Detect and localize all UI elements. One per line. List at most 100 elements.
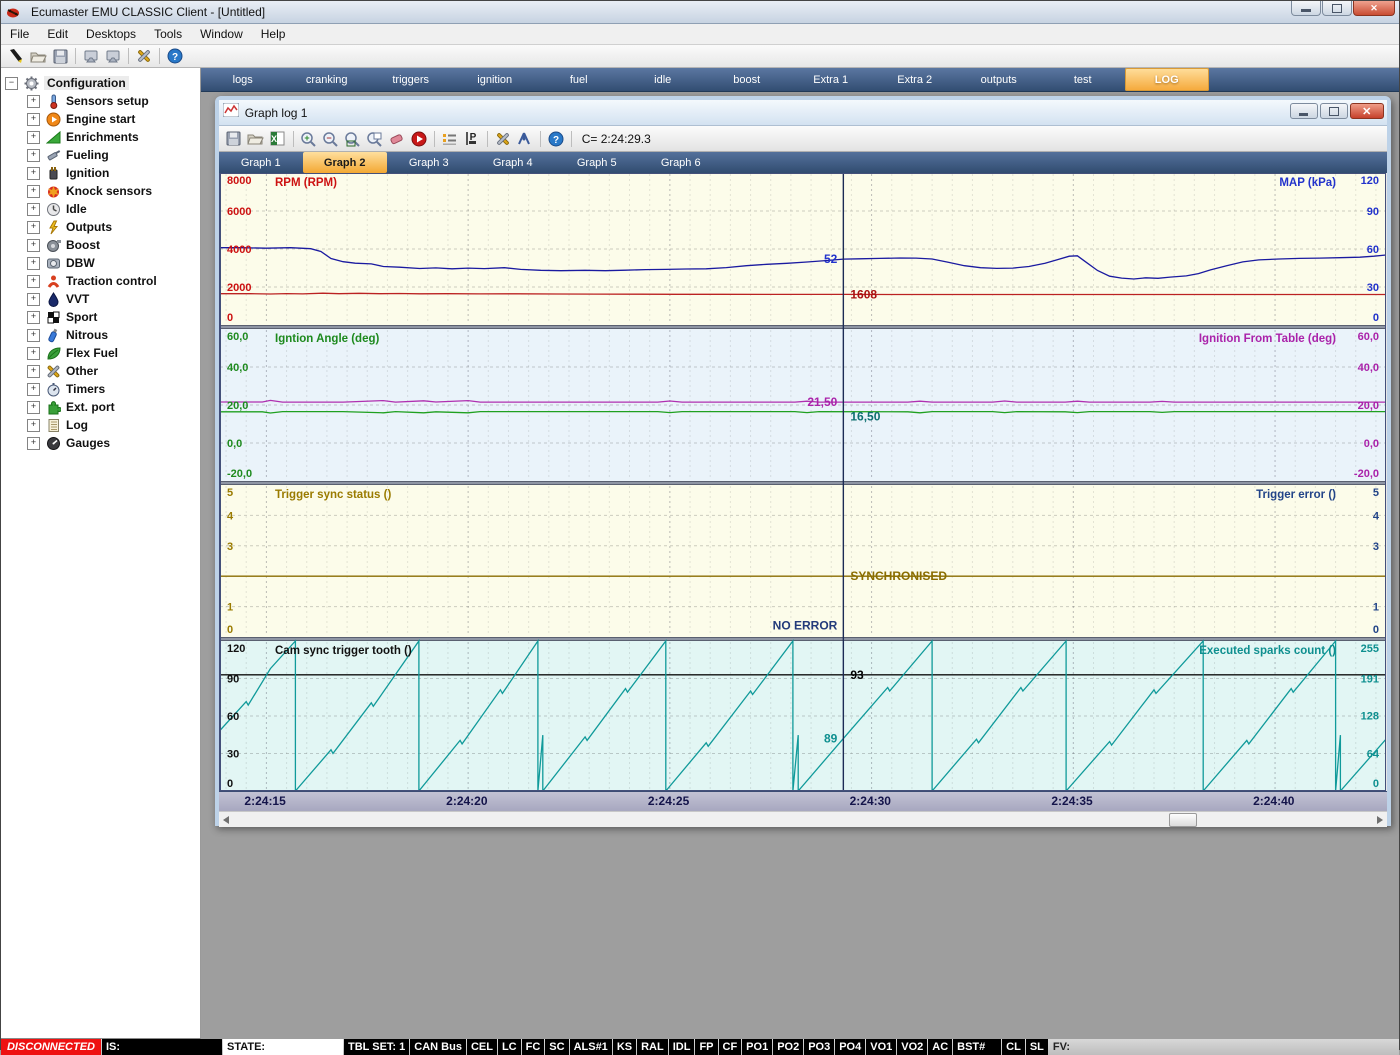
horizontal-scrollbar[interactable] — [218, 811, 1387, 827]
desktop-tab-fuel[interactable]: fuel — [569, 73, 588, 86]
graph-tab-graph-3[interactable]: Graph 3 — [408, 156, 449, 169]
expand-box[interactable]: + — [27, 328, 40, 342]
import-desktop-icon[interactable] — [81, 47, 101, 65]
sidebar-item-enrichments[interactable]: + Enrichments — [27, 128, 200, 146]
sidebar-item-boost[interactable]: + Boost — [27, 236, 200, 254]
expand-box[interactable]: + — [27, 292, 40, 306]
expand-box[interactable]: + — [27, 418, 40, 432]
desktop-tab-idle[interactable]: idle — [654, 73, 672, 86]
sidebar-item-gauges[interactable]: + Gauges — [27, 434, 200, 452]
sidebar-item-knock-sensors[interactable]: + Knock sensors — [27, 182, 200, 200]
export-desktop-icon[interactable] — [103, 47, 123, 65]
expand-box[interactable]: + — [27, 220, 40, 234]
graph-tab-graph-4[interactable]: Graph 4 — [492, 156, 533, 169]
eraser-icon[interactable] — [387, 130, 407, 148]
expand-box[interactable]: + — [27, 112, 40, 126]
flash-icon[interactable] — [6, 47, 26, 65]
zoom-in-icon[interactable]: + — [299, 130, 319, 148]
measure-icon[interactable] — [515, 130, 535, 148]
sidebar-item-nitrous[interactable]: + Nitrous — [27, 326, 200, 344]
desktop-tab-extra-2[interactable]: Extra 2 — [897, 73, 933, 86]
expand-box[interactable]: + — [27, 166, 40, 180]
desktop-tab-log[interactable]: LOG — [1124, 68, 1209, 91]
minimize-button[interactable] — [1291, 1, 1321, 16]
tools-icon[interactable] — [134, 47, 154, 65]
scrollbar-thumb[interactable] — [1168, 813, 1197, 827]
expand-box[interactable]: + — [27, 130, 40, 144]
sidebar-item-timers[interactable]: + Timers — [27, 380, 200, 398]
graph-tab-graph-1[interactable]: Graph 1 — [240, 156, 281, 169]
desktop-tab-outputs[interactable]: outputs — [980, 73, 1017, 86]
expand-box[interactable]: + — [27, 148, 40, 162]
save-icon[interactable] — [50, 47, 70, 65]
menu-item-edit[interactable]: Edit — [47, 27, 69, 41]
sidebar-item-outputs[interactable]: + Outputs — [27, 218, 200, 236]
close-button[interactable]: ✕ — [1353, 1, 1395, 16]
menu-item-file[interactable]: File — [10, 27, 30, 41]
desktop-tab-ignition[interactable]: ignition — [477, 73, 513, 86]
expand-box[interactable]: + — [27, 382, 40, 396]
sidebar-item-flex-fuel[interactable]: + Flex Fuel — [27, 344, 200, 362]
graph-tab-graph-6[interactable]: Graph 6 — [660, 156, 701, 169]
restore-button[interactable] — [1322, 1, 1352, 16]
menu-item-tools[interactable]: Tools — [154, 27, 183, 41]
graph-minimize-button[interactable] — [1289, 103, 1318, 119]
expand-box[interactable]: + — [27, 364, 40, 378]
desktop-tab-test[interactable]: test — [1073, 73, 1092, 86]
sidebar-item-dbw[interactable]: + DBW — [27, 254, 200, 272]
scroll-left-arrow[interactable] — [219, 812, 234, 827]
graph-plot-area[interactable]: 8000 6000 4000 2000 0 120 90 60 30 0 RPM (RPM) MAP … — [218, 173, 1387, 793]
menu-item-window[interactable]: Window — [200, 27, 243, 41]
desktop-tab-triggers[interactable]: triggers — [392, 73, 430, 86]
desktop-tab-extra-1[interactable]: Extra 1 — [813, 73, 849, 86]
sidebar-item-vvt[interactable]: + VVT — [27, 290, 200, 308]
graph-tab-graph-2[interactable]: Graph 2 — [302, 152, 387, 173]
sidebar-item-ignition[interactable]: + Ignition — [27, 164, 200, 182]
expand-box[interactable]: + — [27, 436, 40, 450]
desktop-tab-boost[interactable]: boost — [733, 73, 761, 86]
excel-export-icon[interactable]: X — [268, 130, 288, 148]
expand-box[interactable]: + — [27, 202, 40, 216]
sidebar-item-traction-control[interactable]: + Traction control — [27, 272, 200, 290]
p-flag-icon[interactable]: P — [462, 130, 482, 148]
expand-box[interactable]: + — [27, 310, 40, 324]
expand-box[interactable]: + — [27, 256, 40, 270]
sidebar-item-engine-start[interactable]: + Engine start — [27, 110, 200, 128]
expand-box[interactable]: + — [27, 274, 40, 288]
expand-box[interactable]: + — [27, 346, 40, 360]
graph-tab-graph-5[interactable]: Graph 5 — [576, 156, 617, 169]
record-play-icon[interactable] — [409, 130, 429, 148]
sidebar-item-fueling[interactable]: + Fueling — [27, 146, 200, 164]
open-folder-icon[interactable] — [246, 130, 266, 148]
open-folder-icon[interactable] — [28, 47, 48, 65]
expand-box[interactable]: + — [27, 238, 40, 252]
sidebar-item-idle[interactable]: + Idle — [27, 200, 200, 218]
scroll-right-arrow[interactable] — [1372, 812, 1387, 827]
sidebar-item-ext-port[interactable]: + Ext. port — [27, 398, 200, 416]
expand-box[interactable]: + — [27, 94, 40, 108]
menu-item-help[interactable]: Help — [260, 27, 286, 41]
help-icon[interactable]: ? — [546, 130, 566, 148]
sidebar-item-log[interactable]: + Log — [27, 416, 200, 434]
save-icon[interactable] — [224, 130, 244, 148]
zoom-out-icon[interactable]: − — [321, 130, 341, 148]
desktop-tab-logs[interactable]: logs — [232, 73, 253, 86]
stopwatch-icon — [45, 382, 61, 397]
sidebar-item-other[interactable]: + Other — [27, 362, 200, 380]
menu-item-desktops[interactable]: Desktops — [86, 27, 137, 41]
help-icon[interactable]: ? — [165, 47, 185, 65]
tools-icon[interactable] — [493, 130, 513, 148]
collapse-box[interactable]: − — [5, 76, 18, 90]
desktop-tab-cranking[interactable]: cranking — [305, 73, 348, 86]
graph-close-button[interactable]: ✕ — [1349, 103, 1384, 119]
sidebar-item-configuration[interactable]: − Configuration — [5, 74, 200, 92]
zoom-region-icon[interactable] — [343, 130, 363, 148]
channel-list-icon[interactable] — [440, 130, 460, 148]
zoom-fit-icon[interactable] — [365, 130, 385, 148]
sidebar-item-sensors-setup[interactable]: + Sensors setup — [27, 92, 200, 110]
graph-restore-button[interactable] — [1319, 103, 1348, 119]
sidebar-item-sport[interactable]: + Sport — [27, 308, 200, 326]
expand-box[interactable]: + — [27, 184, 40, 198]
expand-box[interactable]: + — [27, 400, 40, 414]
